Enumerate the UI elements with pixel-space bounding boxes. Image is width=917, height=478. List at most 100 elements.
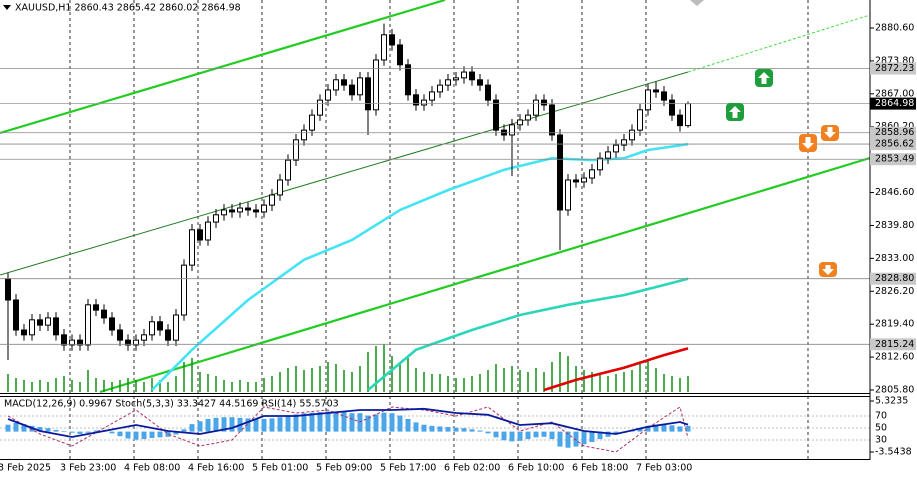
macd-bar — [685, 425, 691, 432]
moving-average — [367, 277, 689, 391]
macd-bar — [269, 418, 275, 432]
candle-body — [669, 99, 675, 116]
price-level-label: 2856.62 — [875, 139, 914, 150]
candle-body — [125, 339, 131, 346]
macd-bar — [93, 430, 99, 432]
macd-bar — [581, 431, 587, 445]
x-tick-label: 7 Feb 03:00 — [636, 463, 692, 474]
macd-bar — [173, 431, 179, 435]
current-price-label: 2864.98 — [875, 98, 914, 109]
x-tick-label: 4 Feb 08:00 — [124, 463, 180, 474]
candle-body — [597, 157, 603, 171]
candle-body — [37, 319, 43, 326]
candle-body — [581, 177, 587, 183]
macd-bar — [653, 424, 659, 432]
candle-body — [413, 94, 419, 106]
price-level-box — [870, 153, 916, 166]
candle-body — [565, 179, 571, 211]
moving-average — [543, 347, 689, 392]
macd-bar — [637, 428, 643, 432]
candle-body — [293, 139, 299, 161]
y-tick-label: 2880.60 — [875, 23, 914, 34]
macd-bar — [109, 431, 115, 434]
candle-body — [181, 264, 187, 316]
macd-bar — [77, 431, 83, 434]
macd-bar — [293, 414, 299, 432]
candle-body — [469, 71, 475, 81]
x-tick-label: 3 Feb 23:00 — [60, 463, 116, 474]
price-level-box — [870, 138, 916, 151]
macd-bar — [517, 431, 523, 441]
price-level-label: 2815.24 — [875, 339, 914, 350]
x-tick-label: 5 Feb 17:00 — [380, 463, 436, 474]
candle-body — [525, 114, 531, 121]
price-level-label: 2853.49 — [875, 154, 914, 165]
macd-bar — [157, 431, 163, 438]
candle-body — [245, 207, 251, 211]
macd-bar — [189, 424, 195, 432]
price-level-box — [870, 272, 916, 285]
macd-bar — [133, 431, 139, 440]
candle-body — [213, 214, 219, 223]
candle-body — [325, 89, 331, 101]
macd-bar — [13, 422, 19, 432]
candle-body — [685, 103, 691, 127]
y-tick-label: 2860.20 — [875, 121, 914, 132]
y-tick-label: 2826.20 — [875, 286, 914, 297]
macd-bar — [669, 425, 675, 432]
candle-body — [485, 84, 491, 101]
candle-body — [149, 321, 155, 336]
candle-body — [637, 109, 643, 131]
macd-bar — [333, 411, 339, 432]
macd-bar — [309, 412, 315, 432]
candle-body — [333, 79, 339, 91]
macd-bar — [469, 429, 475, 432]
candle-body — [661, 91, 667, 101]
sell-signal — [821, 125, 839, 141]
macd-bar — [661, 424, 667, 432]
candle-body — [629, 129, 635, 141]
current-price-box — [870, 97, 916, 110]
candle-body — [205, 221, 211, 241]
price-level-box — [870, 62, 916, 75]
macd-bar — [645, 425, 651, 432]
macd-bar — [461, 428, 467, 432]
macd-bar — [45, 428, 51, 432]
y-tick-label: 70 — [875, 411, 887, 422]
sell-signal — [819, 262, 837, 277]
y-tick-label: 2839.80 — [875, 220, 914, 231]
candle-body — [381, 34, 387, 61]
candle-body — [157, 321, 163, 331]
candle-body — [533, 99, 539, 116]
buy-signal — [755, 69, 773, 87]
candle-body — [493, 99, 499, 131]
macd-bar — [549, 431, 555, 440]
candle-body — [605, 151, 611, 159]
macd-bar — [485, 431, 491, 434]
candle-body — [429, 91, 435, 101]
candle-body — [253, 209, 259, 213]
y-tick-label: 30 — [875, 435, 887, 446]
macd-bar — [541, 431, 547, 437]
macd-bar — [597, 431, 603, 440]
candle-body — [61, 334, 67, 346]
macd-bar — [141, 431, 147, 440]
candle-body — [445, 79, 451, 86]
macd-bar — [437, 426, 443, 432]
candle-body — [53, 317, 59, 336]
candle-body — [349, 84, 355, 96]
candle-body — [133, 339, 139, 346]
candle-body — [645, 89, 651, 111]
macd-bar — [397, 415, 403, 432]
candle-body — [165, 329, 171, 341]
candle-body — [141, 334, 147, 341]
price-level-label: 2828.80 — [875, 273, 914, 284]
macd-bar — [573, 431, 579, 447]
x-tick-label: 6 Feb 10:00 — [508, 463, 564, 474]
macd-bar — [213, 417, 219, 432]
candle-body — [453, 77, 459, 81]
oscillator-line — [7, 406, 689, 453]
candle-body — [613, 144, 619, 153]
candle-body — [237, 207, 243, 213]
candle-body — [117, 329, 123, 341]
